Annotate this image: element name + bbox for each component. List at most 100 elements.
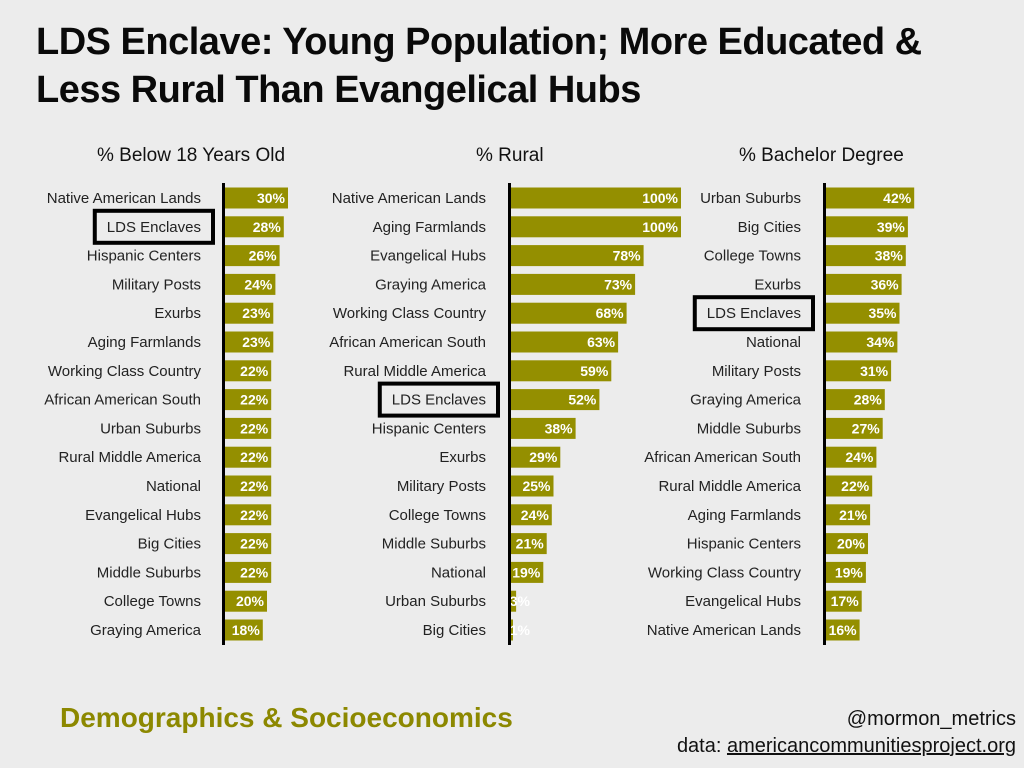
highlight-box-rural [377,381,500,418]
category-label-rural-13: National [431,564,486,581]
value-label-below-18-12: 22% [240,536,269,552]
bar-below-18-13 [225,561,272,583]
bar-below-18-8 [225,417,272,439]
value-label-below-18-0: 30% [257,190,286,206]
bar-bachelor-15 [826,619,860,641]
value-label-rural-13: 19% [512,564,541,580]
axis-line-below-18 [222,183,225,645]
bar-below-18-4 [225,302,274,324]
value-label-below-18-7: 22% [240,392,269,408]
category-label-below-18-11: Evangelical Hubs [85,507,201,524]
bar-bachelor-7 [826,389,885,411]
bar-rural-3 [511,273,636,295]
category-label-bachelor-7: Graying America [690,392,802,409]
value-label-bachelor-7: 28% [854,392,883,408]
bar-below-18-10 [225,475,272,497]
chart-rural: Native American Lands 100% Aging Farmlands… [329,187,681,641]
category-label-below-18-14: College Towns [104,593,201,610]
category-label-below-18-10: National [146,478,201,495]
footer-source-link[interactable]: americancommunitiesproject.org [726,735,1016,757]
value-label-rural-3: 73% [604,276,633,292]
value-label-rural-4: 68% [596,305,625,321]
bar-rural-11 [511,504,552,526]
value-label-below-18-4: 23% [242,305,271,321]
category-label-rural-11: College Towns [389,507,486,524]
category-label-below-18-0: Native American Lands [47,190,201,207]
value-label-rural-9: 29% [529,449,558,465]
chart-bachelor: Urban Suburbs 42% Big Cities 39% College Tow… [644,187,915,641]
category-label-bachelor-0: Urban Suburbs [700,190,801,207]
category-label-rural-7: LDS Enclaves [392,392,486,409]
bar-rural-0 [511,187,681,209]
value-label-bachelor-10: 22% [841,478,870,494]
bar-below-18-5 [225,331,274,353]
category-label-below-18-2: Hispanic Centers [87,248,201,265]
value-label-bachelor-15: 16% [829,622,858,638]
category-label-bachelor-15: Native American Lands [647,622,801,639]
bar-bachelor-6 [826,360,892,382]
value-label-below-18-8: 22% [240,420,269,436]
bar-bachelor-8 [826,417,883,439]
bar-rural-14 [511,590,517,612]
category-label-below-18-15: Graying America [90,622,202,639]
category-label-bachelor-6: Military Posts [712,363,801,380]
category-label-below-18-8: Urban Suburbs [100,420,201,437]
value-label-rural-14: 3% [510,593,531,609]
category-label-below-18-9: Rural Middle America [58,449,201,466]
category-label-rural-0: Native American Lands [332,190,486,207]
bar-below-18-2 [225,245,280,267]
value-label-below-18-1: 28% [253,219,282,235]
page-title: LDS Enclave: Young Population; More Educ… [36,21,922,111]
value-label-bachelor-5: 34% [866,334,895,350]
value-label-bachelor-6: 31% [860,363,889,379]
bar-bachelor-0 [826,187,915,209]
value-label-below-18-14: 20% [236,593,265,609]
bar-below-18-11 [225,504,272,526]
value-label-rural-10: 25% [522,478,551,494]
category-label-rural-2: Evangelical Hubs [370,248,486,265]
category-label-rural-1: Aging Farmlands [373,219,486,236]
category-label-rural-9: Exurbs [439,449,486,466]
value-label-rural-12: 21% [516,536,545,552]
bar-below-18-7 [225,389,272,411]
bar-rural-7 [511,389,600,411]
bar-bachelor-13 [826,561,866,583]
value-label-below-18-5: 23% [242,334,271,350]
category-label-below-18-5: Aging Farmlands [88,334,201,351]
value-label-below-18-2: 26% [249,248,278,264]
value-label-bachelor-11: 21% [839,507,868,523]
category-label-below-18-6: Working Class Country [48,363,202,380]
bar-rural-12 [511,533,547,555]
category-label-below-18-1: LDS Enclaves [107,219,201,236]
footer-source-prefix: data: [676,735,722,757]
bar-below-18-6 [225,360,272,382]
bar-bachelor-10 [826,475,873,497]
value-label-below-18-9: 22% [240,449,269,465]
value-label-rural-8: 38% [545,420,574,436]
bar-bachelor-2 [826,245,906,267]
axis-line-bachelor [823,183,826,645]
footer-subtitle: Demographics & Socioeconomics [60,702,513,733]
category-label-rural-6: Rural Middle America [343,363,486,380]
panel-below-18: % Below 18 Years Old Native American Lan… [0,145,340,645]
footer-source: data: americancommunitiesproject.org [677,733,1016,760]
bar-below-18-9 [225,446,272,468]
value-label-rural-11: 24% [521,507,550,523]
value-label-rural-1: 100% [642,219,678,235]
category-label-below-18-12: Big Cities [138,536,201,553]
panel-title-below-18: % Below 18 Years Old [97,145,286,166]
value-label-rural-0: 100% [642,190,678,206]
value-label-rural-7: 52% [568,392,597,408]
footer-handle: @mormon_metrics [846,708,1016,730]
axis-line-rural [508,183,511,645]
category-label-below-18-4: Exurbs [154,305,201,322]
bar-rural-6 [511,360,612,382]
bar-below-18-0 [225,187,288,209]
category-label-bachelor-12: Hispanic Centers [687,536,801,553]
category-label-bachelor-13: Working Class Country [648,564,802,581]
bar-below-18-12 [225,533,272,555]
panel-title-bachelor: % Bachelor Degree [739,145,904,166]
value-label-rural-15: 1% [510,622,531,638]
category-label-rural-8: Hispanic Centers [372,420,486,437]
value-label-bachelor-14: 17% [831,593,860,609]
